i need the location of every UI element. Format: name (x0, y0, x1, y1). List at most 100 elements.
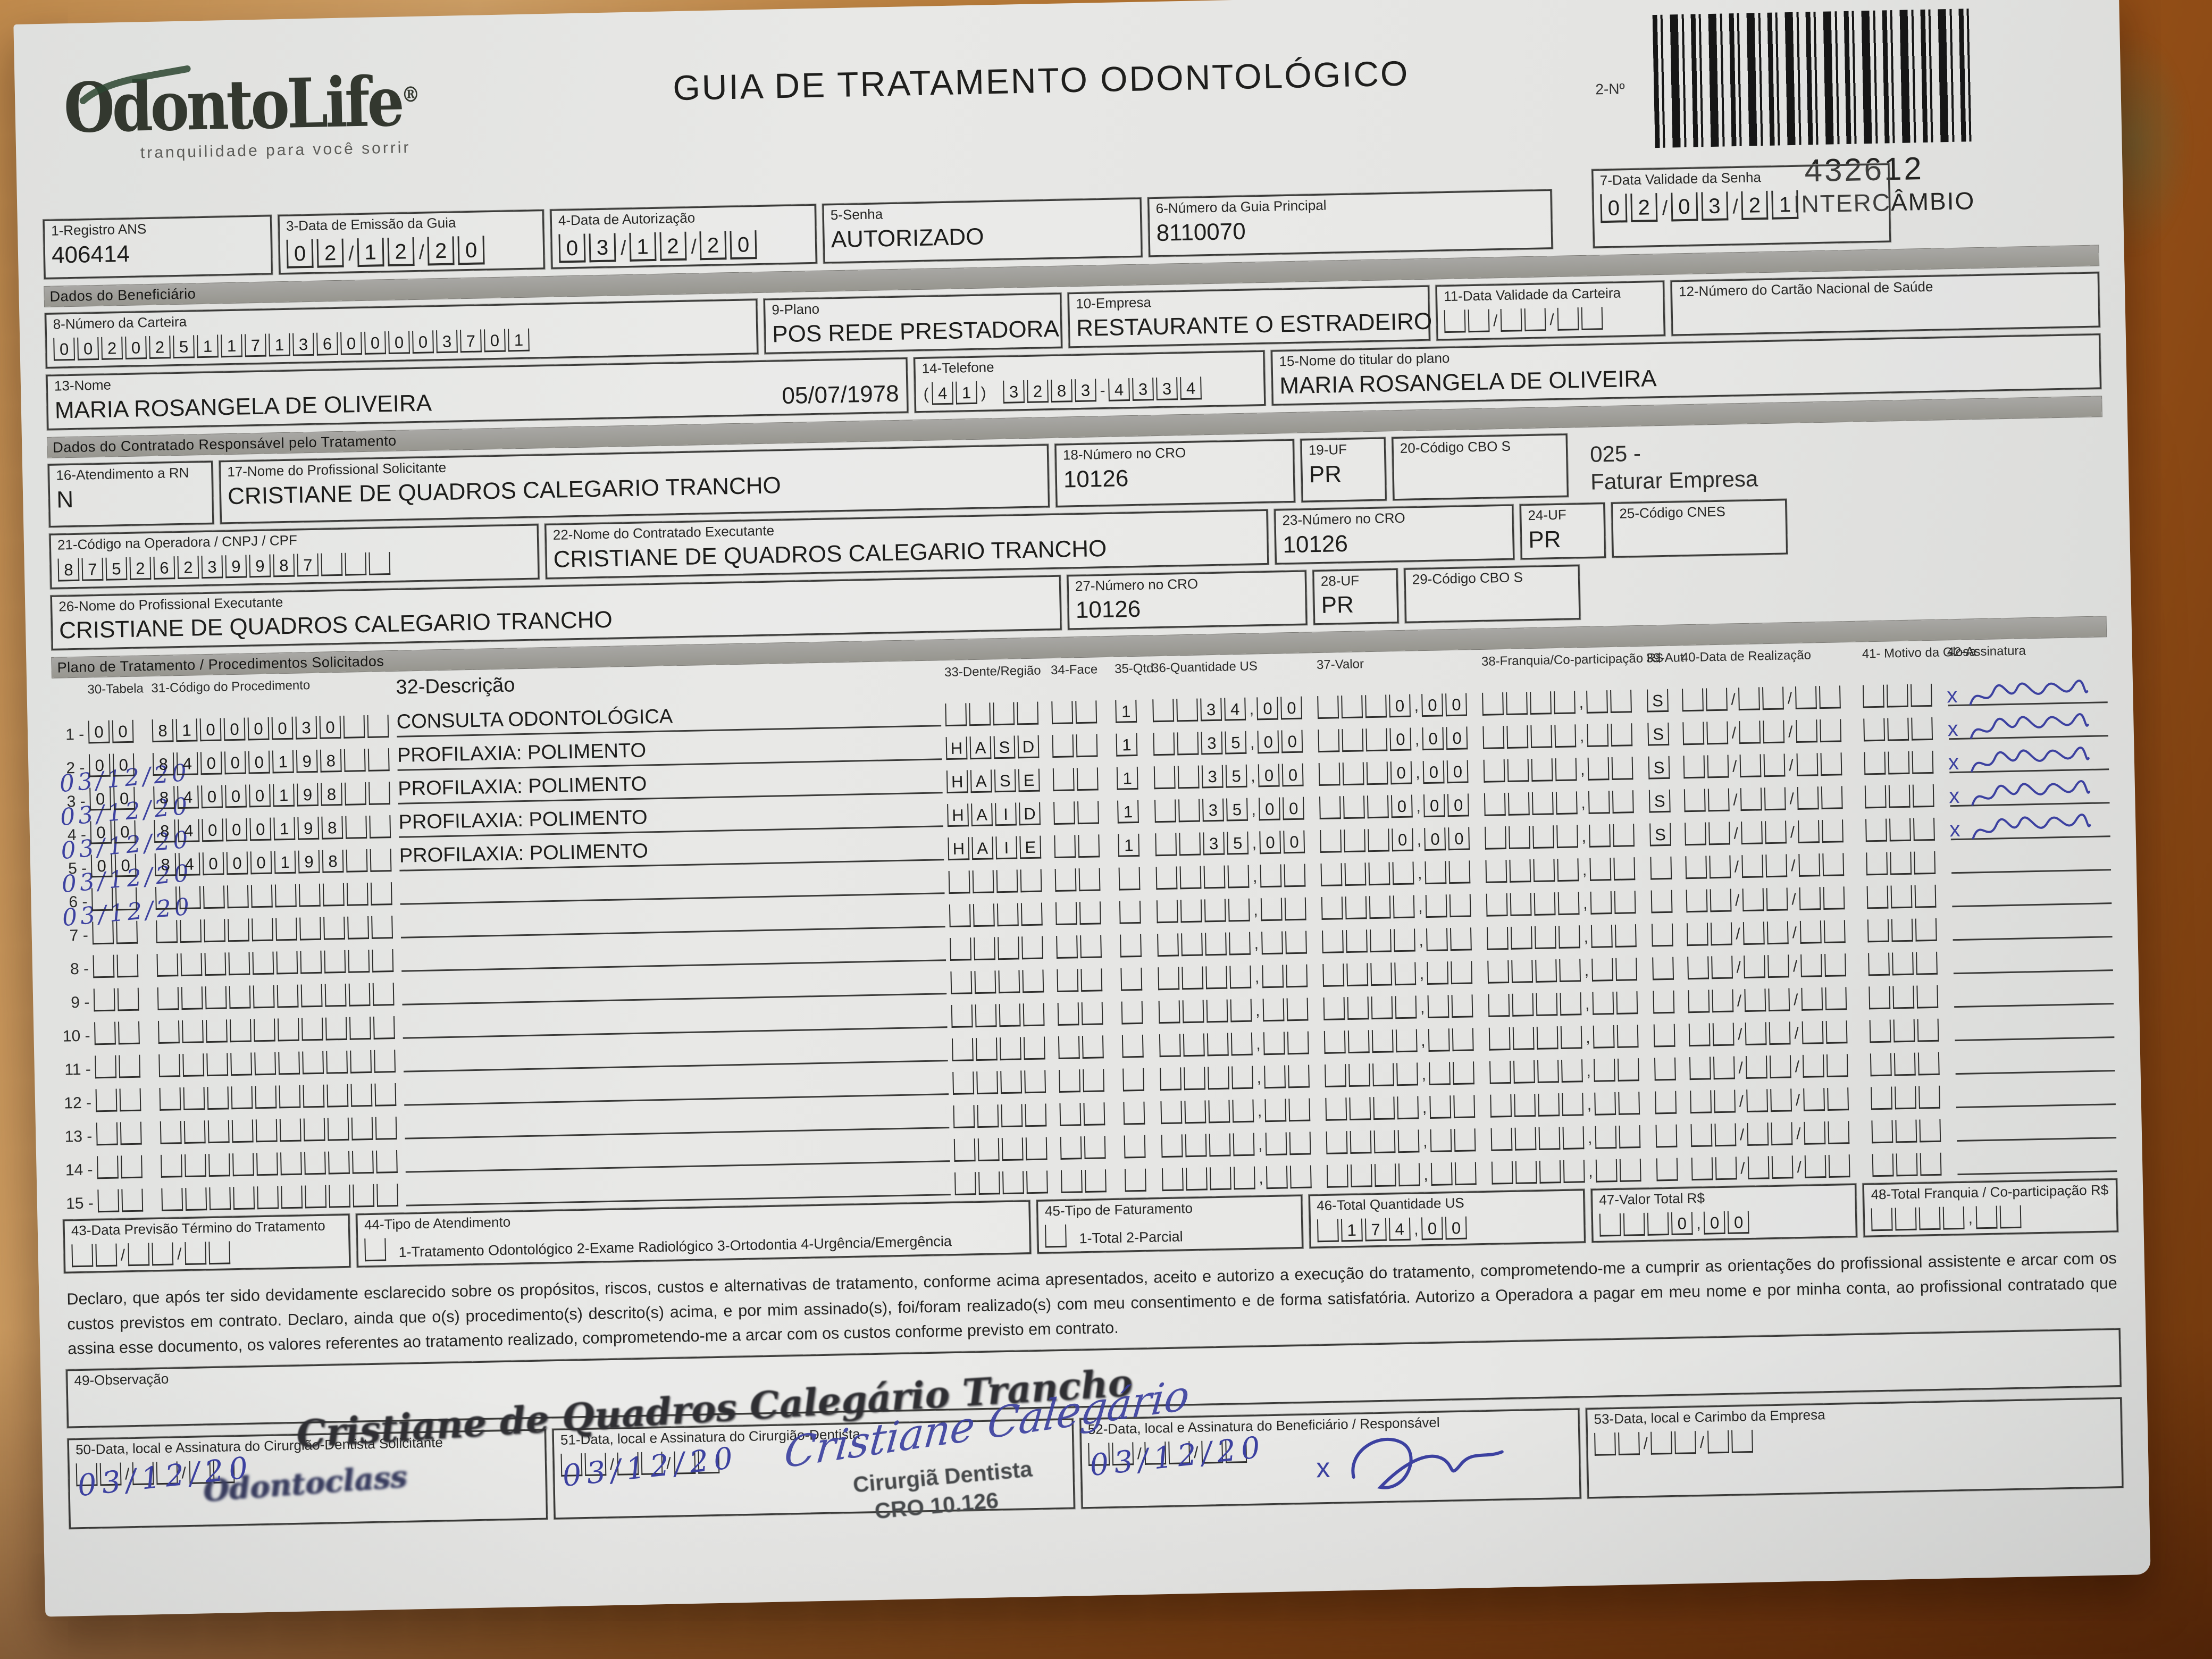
face-cell (1059, 1069, 1119, 1093)
aut-cell: S (1648, 790, 1680, 814)
quantidade-us-cell: , (1159, 1031, 1320, 1058)
row-number: 2 - (66, 759, 85, 777)
qtd-cell (1122, 1068, 1156, 1092)
field-cnes-25: 25-Código CNES (1611, 498, 1788, 558)
motivo-glosa-cell (1863, 717, 1945, 742)
qtd-cell (1118, 867, 1152, 891)
tabela-cell (94, 1021, 154, 1045)
assinatura-cell: x (1948, 741, 2109, 775)
field-cro-27: 27-Número no CRO 10126 (1067, 570, 1308, 630)
field-validade-senha: 7-Data Validade da Senha 0 2/0 3/2 1 (1591, 163, 1891, 248)
field-uf-19: 19-UF PR (1300, 437, 1387, 502)
assinatura-cell: x (1957, 1143, 2117, 1176)
row-number: 6 - (69, 893, 88, 911)
field-assinatura-beneficiario: 52-Data, local e Assinatura do Beneficiá… (1079, 1408, 1581, 1509)
franquia-cell: , (1485, 824, 1646, 850)
tabela-cell (93, 954, 153, 978)
signature-scribble (1970, 713, 2089, 739)
aut-cell (1655, 1125, 1687, 1148)
row-number: 12 - (64, 1094, 92, 1112)
assinatura-cell: x (1947, 707, 2109, 741)
aut-cell (1653, 1024, 1685, 1048)
field-profissional-solicitante: 17-Nome do Profissional Solicitante CRIS… (219, 443, 1050, 524)
registro-ans-value: 406414 (51, 240, 130, 269)
aut-cell (1653, 991, 1684, 1014)
quantidade-us-cell: , (1157, 931, 1318, 957)
aut-cell (1655, 1091, 1686, 1115)
field-telefone: 14-Telefone (4 1) 3 2 8 3-4 3 3 4 (914, 350, 1266, 413)
valor-cell: , (1321, 894, 1482, 920)
handwritten-date-51: 03/12/20 (560, 1440, 740, 1494)
dente-regiao-cell (951, 1036, 1054, 1062)
aut-cell (1650, 857, 1681, 881)
field-previsao-termino: 43-Data Previsão Término do Tratamento /… (63, 1214, 351, 1273)
valor-cell: , (1323, 1028, 1485, 1054)
field-profissional-executante: 26-Nome do Profissional Executante CRIST… (50, 575, 1062, 651)
field-cro-18: 18-Número no CRO 10126 (1054, 439, 1295, 507)
plano-value: POS REDE PRESTADORA (772, 315, 1060, 348)
aut-cell (1656, 1158, 1688, 1182)
previsao-termino-value: / / (71, 1241, 232, 1268)
face-cell (1060, 1136, 1120, 1160)
barcode-number-label: 2-Nº (1595, 80, 1626, 98)
face-cell (1058, 1035, 1118, 1060)
field-tipo-atendimento: 44-Tipo de Atendimento 1-Tratamento Odon… (356, 1200, 1032, 1268)
signature-scribble (1972, 814, 2091, 840)
field-data-emissao: 3-Data de Emissão da Guia 0 2/1 2/2 0 (278, 210, 545, 274)
motivo-glosa-cell (1862, 684, 1944, 708)
motivo-glosa-cell (1867, 918, 1949, 943)
col-header-motivo-glosa: 41- Motivo da Glosa (1862, 644, 1976, 661)
atendimento-rn-value: N (56, 486, 74, 513)
valor-cell: , (1322, 961, 1484, 987)
qtd-cell (1119, 901, 1153, 925)
data-realizacao-cell: / / (1687, 953, 1864, 980)
codigo-cell (161, 1184, 402, 1212)
franquia-cell: , (1490, 1092, 1651, 1118)
empresa-value: RESTAURANTE O ESTRADEIRO (1076, 308, 1432, 341)
data-emissao-value: 0 2/1 2/2 0 (286, 236, 489, 269)
aut-cell (1654, 1058, 1686, 1081)
quantidade-us-cell: , (1161, 1132, 1322, 1158)
valor-cell: , (1320, 860, 1482, 887)
field-uf-24: 24-UF PR (1520, 502, 1606, 559)
dente-regiao-cell (950, 936, 1052, 961)
registered-mark-icon: ® (401, 82, 421, 107)
row-number: 7 - (69, 927, 89, 945)
quantidade-us-cell: , (1156, 898, 1318, 924)
x-mark: x (1946, 684, 1958, 708)
tabela-cell (96, 1122, 156, 1146)
signatures-row: Cristiane de Quadros Calegário Trancho 5… (67, 1361, 2124, 1529)
motivo-glosa-cell (1872, 1153, 1954, 1177)
qtd-cell (1120, 968, 1154, 992)
franquia-cell: , (1485, 857, 1646, 884)
field-titular-plano: 15-Nome do titular do plano MARIA ROSANG… (1271, 333, 2101, 406)
x-mark: x (1316, 1453, 1330, 1484)
assinatura-cell: x (1946, 674, 2108, 708)
quantidade-us-cell: , (1160, 1098, 1321, 1125)
assinatura-cell: x (1953, 942, 2113, 975)
aut-cell (1652, 957, 1683, 981)
tipo-faturamento-options: 1-Total 2-Parcial (1079, 1228, 1183, 1247)
field-registro-ans: 1-Registro ANS 406414 (43, 215, 273, 279)
tabela-cell (92, 921, 152, 945)
dente-regiao-cell (949, 902, 1052, 928)
row-number: 4 - (67, 826, 87, 844)
valor-cell: , (1323, 994, 1485, 1021)
quantidade-us-cell: , (1158, 998, 1320, 1024)
col-header-assinatura: 42-Assinatura (1947, 643, 2026, 660)
franquia-cell: , (1491, 1159, 1653, 1185)
qtd-cell (1123, 1102, 1157, 1126)
pen-mark (79, 65, 191, 104)
cnes-25-value (1620, 522, 1778, 525)
